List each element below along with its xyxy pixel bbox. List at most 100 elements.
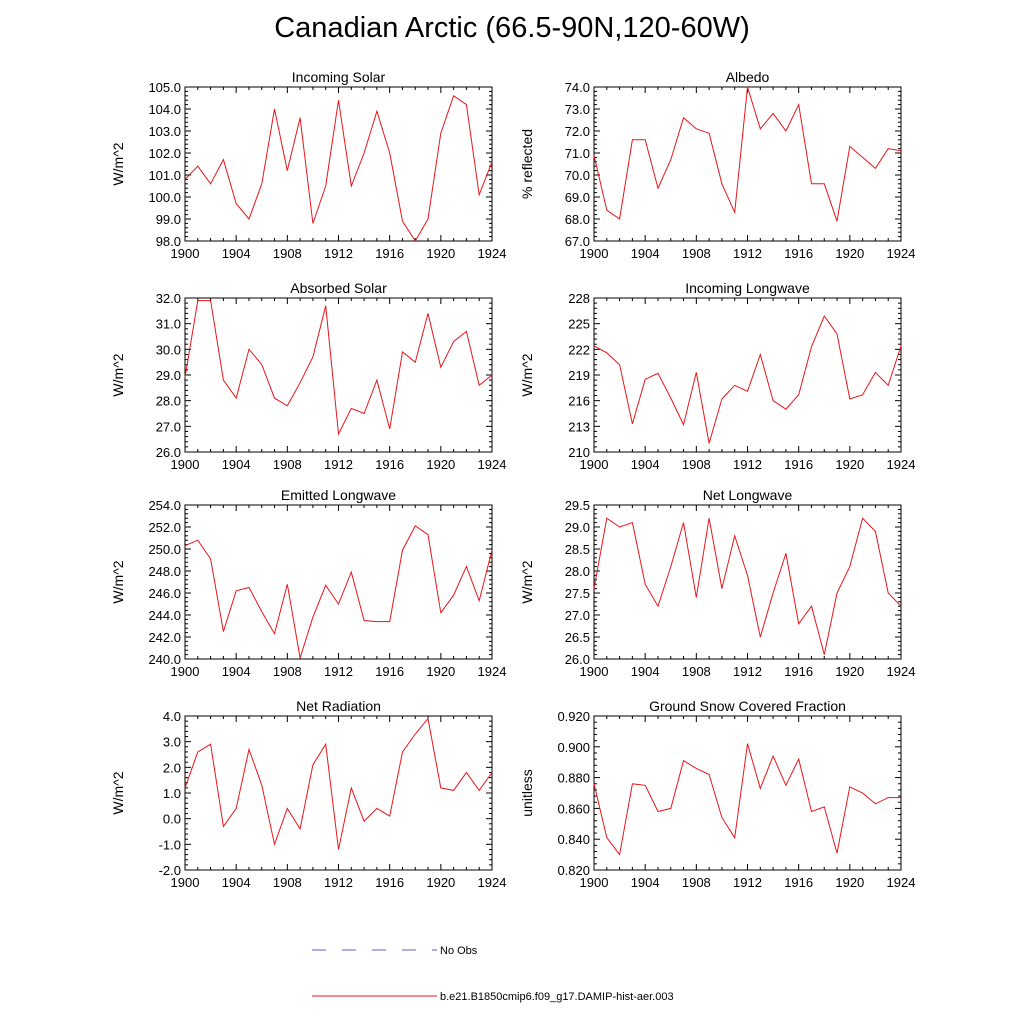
chart-title: Net Longwave [703, 487, 793, 503]
series-line [593, 314, 902, 444]
y-tick-label: 26.0 [156, 445, 181, 460]
x-tick-label: 1904 [631, 246, 660, 261]
y-axis-label: W/m^2 [110, 771, 126, 814]
chart-panel-5: Emitted Longwave W/m^2 1900 1904 1908 1912 191… [110, 487, 506, 679]
x-tick-label: 1916 [375, 457, 404, 472]
y-tick-label: 70.0 [565, 168, 590, 183]
x-tick-label: 1908 [273, 457, 302, 472]
y-tick-label: 98.0 [156, 234, 181, 249]
x-tick-label: 1924 [478, 664, 507, 679]
y-tick-label: 0.880 [557, 771, 590, 786]
y-tick-label: 31.0 [156, 317, 181, 332]
chart-panel-8: Ground Snow Covered Fraction unitless 1900… [519, 698, 915, 890]
y-tick-label: 250.0 [148, 542, 181, 557]
x-tick-label: 1924 [887, 246, 916, 261]
page-title: Canadian Arctic (66.5-90N,120-60W) [274, 12, 750, 44]
x-tick-label: 1900 [580, 457, 609, 472]
chart-panel-1: Incoming Solar W/m^2 1900 1904 1908 1912 1916 1… [110, 69, 506, 261]
x-tick-label: 1916 [784, 664, 813, 679]
x-tick-label: 1916 [375, 875, 404, 890]
y-tick-label: 1.0 [163, 786, 181, 801]
y-tick-label: 28.0 [156, 394, 181, 409]
x-tick-label: 1920 [426, 875, 455, 890]
y-tick-label: 74.0 [565, 80, 590, 95]
x-tick-label: 1912 [733, 875, 762, 890]
y-tick-label: 0.860 [557, 801, 590, 816]
y-tick-label: 29.5 [565, 498, 590, 513]
plot-frame [593, 715, 902, 871]
x-tick-label: 1920 [835, 875, 864, 890]
plot-frame [593, 86, 902, 242]
series-line [593, 517, 902, 655]
plot-frame [593, 504, 902, 660]
x-tick-label: 1912 [324, 457, 353, 472]
chart-title: Albedo [726, 69, 770, 85]
x-tick-label: 1920 [835, 246, 864, 261]
y-tick-label: 105.0 [148, 80, 181, 95]
x-tick-label: 1900 [171, 664, 200, 679]
x-tick-label: 1908 [682, 457, 711, 472]
chart-title: Incoming Longwave [685, 280, 810, 296]
y-tick-label: 32.0 [156, 291, 181, 306]
x-tick-label: 1908 [273, 875, 302, 890]
y-tick-label: 254.0 [148, 498, 181, 513]
y-tick-label: 102.0 [148, 146, 181, 161]
chart-title: Net Radiation [296, 698, 381, 714]
y-axis-label: W/m^2 [519, 353, 535, 396]
y-tick-label: 100.0 [148, 190, 181, 205]
y-tick-label: 99.0 [156, 212, 181, 227]
y-tick-label: 2.0 [163, 760, 181, 775]
x-tick-label: 1912 [733, 246, 762, 261]
series-line [593, 86, 902, 222]
y-tick-label: 26.0 [565, 652, 590, 667]
y-axis-label: W/m^2 [110, 560, 126, 603]
y-tick-label: 68.0 [565, 212, 590, 227]
chart-title: Ground Snow Covered Fraction [649, 698, 846, 714]
x-tick-label: 1924 [478, 457, 507, 472]
x-tick-label: 1900 [171, 246, 200, 261]
plot-frame [184, 297, 493, 453]
x-tick-label: 1904 [222, 664, 251, 679]
y-tick-label: 0.920 [557, 709, 590, 724]
x-tick-label: 1920 [835, 664, 864, 679]
x-tick-label: 1908 [682, 664, 711, 679]
x-tick-label: 1912 [324, 246, 353, 261]
chart-panel-7: Net Radiation W/m^2 1900 1904 1908 1912 1916 19… [110, 698, 506, 890]
y-tick-label: 101.0 [148, 168, 181, 183]
chart-panel-2: Albedo % reflected 1900 1904 1908 1912 1916 192… [519, 69, 915, 261]
x-tick-label: 1916 [784, 457, 813, 472]
y-axis-label: W/m^2 [110, 353, 126, 396]
x-tick-label: 1912 [324, 875, 353, 890]
y-tick-label: 228 [568, 291, 590, 306]
x-tick-label: 1924 [887, 664, 916, 679]
y-tick-label: 71.0 [565, 146, 590, 161]
chart-panel-4: Incoming Longwave W/m^2 1900 1904 1908 1912 19… [519, 280, 915, 472]
y-tick-label: 27.0 [156, 419, 181, 434]
x-tick-label: 1912 [733, 457, 762, 472]
y-tick-label: -2.0 [159, 863, 181, 878]
y-tick-label: 29.0 [565, 520, 590, 535]
y-tick-label: 225 [568, 317, 590, 332]
y-tick-label: 27.5 [565, 586, 590, 601]
y-tick-label: 28.5 [565, 542, 590, 557]
x-tick-label: 1900 [580, 246, 609, 261]
series-line [184, 525, 493, 659]
x-tick-label: 1912 [324, 664, 353, 679]
x-tick-label: 1920 [426, 457, 455, 472]
x-tick-label: 1920 [426, 664, 455, 679]
x-tick-label: 1920 [426, 246, 455, 261]
y-tick-label: 4.0 [163, 709, 181, 724]
x-tick-label: 1924 [478, 246, 507, 261]
y-tick-label: 244.0 [148, 608, 181, 623]
y-tick-label: 28.0 [565, 564, 590, 579]
series-line [184, 95, 493, 242]
y-tick-label: 252.0 [148, 520, 181, 535]
y-tick-label: 0.820 [557, 863, 590, 878]
x-tick-label: 1904 [631, 875, 660, 890]
legend-model-label: b.e21.B1850cmip6.f09_g17.DAMIP-hist-aer.… [440, 991, 674, 1003]
x-tick-label: 1908 [273, 664, 302, 679]
x-tick-label: 1916 [784, 875, 813, 890]
x-tick-label: 1924 [887, 457, 916, 472]
y-tick-label: 0.0 [163, 812, 181, 827]
x-tick-label: 1924 [478, 875, 507, 890]
